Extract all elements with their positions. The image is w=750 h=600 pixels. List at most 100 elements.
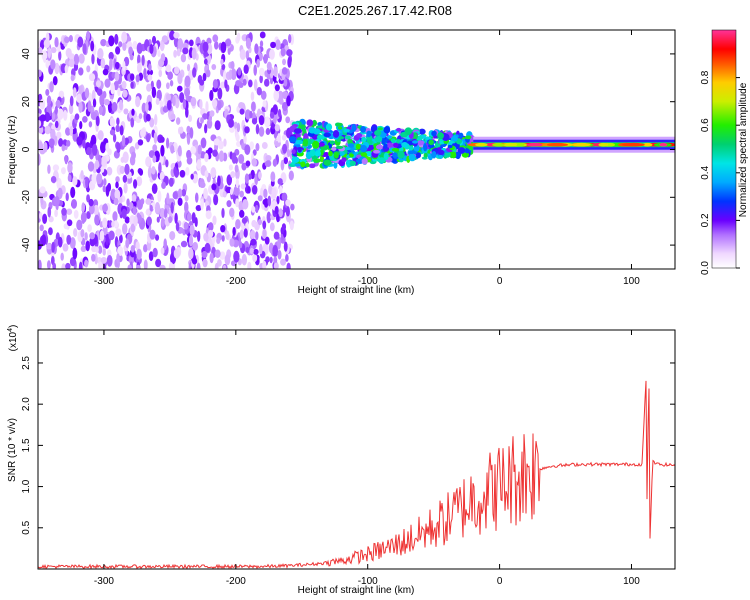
spectrogram-cell [133, 215, 138, 227]
spectrogram-cell [66, 208, 73, 216]
spectrogram-cell [281, 134, 287, 141]
spectrogram-cell [177, 188, 183, 198]
spectrogram-cell [291, 149, 296, 154]
spectrogram-cell [81, 202, 86, 213]
spectrogram-cell [87, 100, 92, 113]
spectrogram-cell [217, 100, 222, 111]
spectrogram-cell [103, 98, 110, 106]
spectrogram-cell [73, 209, 79, 219]
spectrogram-cell [68, 34, 73, 43]
spectrogram-cell [65, 262, 71, 269]
spectrogram-cell [184, 195, 189, 202]
spectrogram-x-ticks: -300 -200 -100 0 100 [94, 30, 640, 287]
spectrogram-cell [275, 39, 281, 51]
y-tick-label: 2.0 [21, 397, 32, 411]
spectrogram-cell [272, 104, 278, 115]
spectrogram-cell [231, 152, 237, 164]
spectrogram-cell [76, 136, 83, 146]
snr-frame [37, 329, 676, 570]
spectrogram-cell [255, 231, 259, 241]
spectrogram-cell [170, 144, 175, 154]
spectrogram-cell [100, 38, 107, 47]
spectrogram-cell [209, 252, 214, 264]
spectrogram-cell [202, 113, 208, 120]
spectrogram-cell [347, 143, 355, 148]
spectrogram-cell [159, 39, 165, 52]
spectrogram-cell [44, 125, 51, 135]
spectrogram-cell [38, 120, 42, 128]
spectrogram-cell [168, 216, 173, 224]
spectrogram-cell [49, 81, 54, 93]
spectrogram-cell [185, 166, 190, 176]
x-tick-label: -100 [358, 276, 378, 287]
spectrogram-cell [203, 58, 208, 65]
spectrogram-cell [114, 189, 121, 200]
spectrogram-cell [323, 132, 332, 138]
spectrogram-cell [165, 137, 170, 149]
spectrogram-cell [239, 108, 245, 115]
spectrogram-cell [295, 139, 304, 145]
spectrogram-cell [57, 108, 64, 120]
spectrogram-cell [138, 168, 144, 176]
spectrogram-cell [43, 38, 51, 49]
spectrogram-cell [222, 264, 227, 269]
spectrogram-cell [285, 254, 289, 262]
x-tick-label: 100 [623, 576, 640, 587]
spectrogram-cell [269, 256, 273, 264]
spectrogram-cell [148, 63, 152, 72]
spectrogram-cell [44, 112, 51, 123]
spectrogram-cell [163, 208, 168, 219]
spectrogram-cell [222, 70, 227, 81]
spectrogram-cell [84, 232, 88, 241]
spectrogram-cell [255, 204, 259, 214]
spectrogram-cell [47, 206, 52, 218]
spectrogram-cell [94, 159, 100, 170]
spectrogram-cell [209, 89, 214, 101]
spectrogram-cell [172, 96, 176, 107]
spectrogram-cell [154, 201, 161, 214]
spectrogram-cell [121, 208, 127, 219]
colorbar-gradient [711, 29, 737, 269]
spectrogram-cell [228, 69, 232, 81]
spectrogram-cell [85, 176, 89, 189]
spectrogram-cell [317, 122, 322, 126]
spectrogram-cell [57, 187, 63, 200]
spectrogram-cell [182, 47, 189, 55]
spectrogram-cell [325, 123, 333, 131]
spectrogram-cell [333, 152, 339, 159]
colorbar-ticks: 0.0 0.2 0.4 0.6 0.8 [700, 70, 740, 275]
spectrogram-cell [190, 96, 197, 107]
spectrogram-cell [263, 53, 268, 64]
spectrogram-cell [159, 136, 165, 143]
spectrogram-cell [132, 206, 137, 216]
spectrogram-cell [269, 76, 274, 85]
spectrogram-cell [52, 262, 57, 269]
spectrogram-cell [347, 138, 353, 145]
spectrogram-cell [118, 196, 123, 205]
spectrogram-cell [249, 110, 253, 119]
spectrogram-cell [200, 117, 204, 124]
spectrogram-cell [257, 218, 263, 226]
spectrogram-cell [90, 111, 98, 121]
spectrogram-cell [212, 79, 218, 89]
spectrogram-cell [253, 79, 258, 91]
spectrogram-cell [257, 195, 263, 202]
spectrogram-cell [212, 34, 219, 43]
spectrogram-cell [97, 130, 104, 141]
spectrogram-cell [186, 212, 192, 222]
spectrogram-cell [73, 53, 80, 66]
spectrogram-cell [123, 108, 129, 115]
spectrogram-cell [291, 156, 300, 163]
spectrogram-cell [95, 115, 100, 127]
spectrogram-cell [202, 72, 207, 82]
spectrogram-cell [39, 224, 44, 232]
spectrogram-cell [80, 228, 85, 238]
spectrogram-cell [391, 147, 400, 152]
spectrogram-cell [128, 46, 133, 56]
spectrogram-cell [360, 145, 368, 153]
spectrogram-cell [105, 142, 110, 152]
spectrogram-cell [230, 68, 237, 80]
spectrogram-cell [133, 179, 138, 189]
spectrogram-cell [225, 230, 230, 240]
